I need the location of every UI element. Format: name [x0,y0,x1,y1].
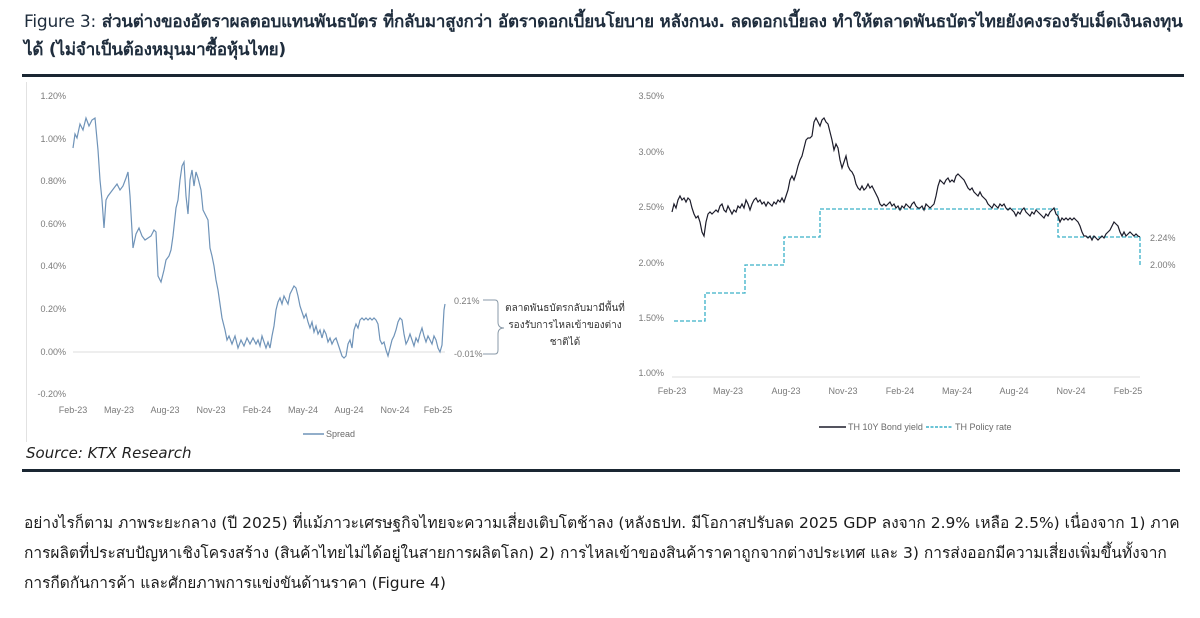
x-tick: Nov-23 [196,405,225,415]
policy-end-label: 2.00% [1150,260,1176,270]
left-y-axis: 1.20% 1.00% 0.80% 0.60% 0.40% 0.20% 0.00… [37,91,66,399]
figure-label: Figure 3: [24,12,97,32]
annotation-low-label: -0.01% [454,349,483,359]
spread-chart: 1.20% 1.00% 0.80% 0.60% 0.40% 0.20% 0.00… [37,91,505,439]
body-paragraph: อย่างไรก็ตาม ภาพระยะกลาง (ปี 2025) ที่แม… [24,514,1180,592]
x-tick: May-24 [288,405,318,415]
legend-label-spread: Spread [326,429,355,439]
figure-title-text: ส่วนต่างของอัตราผลตอบแทนพันธบัตร ที่กลับ… [24,12,1183,60]
annotation-text: ตลาดพันธบัตรกลับมามีพื้นที่รองรับการไหลเ… [505,303,625,348]
left-x-axis: Feb-23 May-23 Aug-23 Nov-23 Feb-24 May-2… [59,405,453,415]
y-tick: 1.50% [638,313,664,323]
figure-title: Figure 3: ส่วนต่างของอัตราผลตอบแทนพันธบั… [24,8,1184,64]
right-y-axis: 3.50% 3.00% 2.50% 2.00% 1.50% 1.00% [638,91,664,378]
right-x-axis: Feb-23 May-23 Aug-23 Nov-23 Feb-24 May-2… [658,386,1143,396]
legend-label-policy: TH Policy rate [955,422,1012,432]
legend-label-bond: TH 10Y Bond yield [848,422,923,432]
x-tick: Nov-24 [380,405,409,415]
y-tick: 1.20% [40,91,66,101]
range-annotation: 0.21% -0.01% [454,296,505,359]
annotation-high-label: 0.21% [454,296,480,306]
bond-end-label: 2.24% [1150,233,1176,243]
x-tick: Aug-24 [334,405,363,415]
y-tick: 3.50% [638,91,664,101]
right-legend: TH 10Y Bond yield TH Policy rate [819,422,1012,432]
y-tick: 3.00% [638,147,664,157]
brace-icon [483,299,505,355]
bottom-rule [22,469,1180,472]
x-tick: Aug-23 [150,405,179,415]
top-rule [22,74,1184,77]
x-tick: Nov-24 [1056,386,1085,396]
x-tick: Feb-24 [243,405,272,415]
x-tick: May-24 [942,386,972,396]
y-tick: -0.20% [37,389,66,399]
x-tick: Feb-24 [886,386,915,396]
x-tick: Feb-25 [424,405,453,415]
y-tick: 2.00% [638,258,664,268]
left-legend: Spread [303,429,355,439]
policy-rate-line [674,208,1141,322]
y-tick: 0.60% [40,219,66,229]
y-tick: 0.40% [40,261,66,271]
spread-line [72,115,446,359]
x-tick: Feb-25 [1114,386,1143,396]
y-tick: 1.00% [40,134,66,144]
y-tick: 0.80% [40,176,66,186]
x-tick: Nov-23 [828,386,857,396]
x-tick: Feb-23 [59,405,88,415]
source-note: Source: KTX Research [26,444,192,462]
left-chart-border [26,82,27,442]
yield-chart: 3.50% 3.00% 2.50% 2.00% 1.50% 1.00% Feb-… [638,91,1175,432]
x-tick: Feb-23 [658,386,687,396]
bond-yield-line [671,116,1141,242]
y-tick: 0.20% [40,304,66,314]
x-tick: Aug-24 [999,386,1028,396]
y-tick: 1.00% [638,368,664,378]
y-tick: 2.50% [638,202,664,212]
x-tick: May-23 [713,386,743,396]
x-tick: Aug-23 [771,386,800,396]
y-tick: 0.00% [40,347,66,357]
x-tick: May-23 [104,405,134,415]
